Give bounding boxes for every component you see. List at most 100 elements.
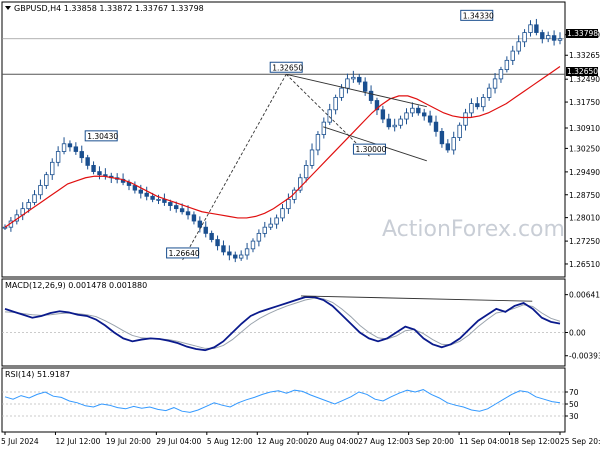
rsi-tick-label: 70: [569, 388, 579, 397]
price-tick-label: 1.28010: [569, 214, 600, 223]
candle-body: [380, 109, 386, 120]
price-label-box: [352, 143, 386, 155]
price-label: 1.34330: [463, 11, 494, 20]
candle-body: [61, 143, 67, 152]
candle-body: [315, 134, 321, 151]
candle-body: [392, 124, 397, 128]
candle-body: [557, 38, 563, 41]
candle-body: [534, 24, 539, 33]
time-tick-label: 20 Aug 04:00: [308, 437, 359, 446]
rsi-title: RSI(14) 51.9187: [5, 370, 70, 379]
candle-body: [498, 69, 504, 80]
macd-line: [4, 296, 561, 352]
price-panel: [1, 1, 566, 278]
candle-body: [445, 143, 451, 151]
macd-title: MACD(12,26,9) 0.001478 0.001880: [5, 281, 147, 290]
candle-body: [250, 240, 256, 250]
candle-body: [221, 245, 226, 253]
candle-body: [433, 121, 439, 132]
price-label-box: [166, 247, 200, 259]
candle-body: [481, 97, 486, 108]
time-tick-label: 11 Sep 04:00: [459, 437, 509, 446]
candle-body: [227, 251, 232, 256]
candle-body: [274, 217, 279, 225]
candle-body: [179, 208, 185, 213]
candle-body: [321, 121, 327, 135]
candle-body: [528, 24, 533, 33]
candle-body: [404, 112, 409, 120]
candle-body: [256, 232, 262, 242]
time-tick-label: 5 Jul 2024: [1, 437, 39, 446]
price-tick-label: 1.29490: [569, 168, 600, 177]
candle-body: [156, 198, 161, 201]
rsi-line: [4, 389, 561, 413]
candle-body: [475, 103, 480, 108]
level-tag-label: 1.32650: [567, 67, 598, 76]
candle-body: [244, 248, 250, 256]
price-tick-label: 1.27250: [569, 237, 600, 246]
candle-body: [374, 100, 380, 111]
candle-body: [191, 214, 197, 222]
candle-body: [91, 165, 96, 172]
time-tick-label: 27 Aug 12:00: [358, 437, 409, 446]
rsi-layer: [2, 389, 565, 417]
time-tick-label: 19 Jul 20:00: [106, 437, 151, 446]
macd-tick-label: -0.003938: [569, 352, 600, 361]
candle-body: [486, 87, 492, 98]
candle-body: [516, 41, 521, 52]
candle-body: [333, 97, 338, 111]
candle-body: [398, 118, 403, 126]
price-label: 1.32650: [272, 63, 303, 72]
candle-body: [522, 32, 527, 43]
price-label: 1.30000: [355, 145, 386, 154]
candle-body: [233, 254, 238, 259]
candle-body: [50, 161, 55, 176]
watermark: ActionForex.com: [382, 217, 565, 242]
candle-body: [280, 208, 285, 219]
rsi-tick-label: 30: [569, 412, 579, 421]
candle-body: [203, 226, 208, 234]
dropdown-triangle-icon[interactable]: [5, 6, 11, 10]
time-tick-label: 29 Jul 04:00: [156, 437, 201, 446]
chart-title: GBPUSD,H4 1.33858 1.33872 1.33767 1.3379…: [14, 4, 204, 13]
macd-panel: [1, 278, 566, 367]
macd-layer: [2, 295, 565, 352]
last-price-tag: [566, 29, 598, 38]
candle-body: [451, 137, 456, 151]
candle-body: [540, 32, 545, 40]
price-tick-label: 1.31750: [569, 98, 600, 107]
rsi-panel: [1, 367, 566, 433]
price-tick-label: 1.28750: [569, 191, 600, 200]
candle-body: [345, 78, 350, 89]
time-tick-label: 12 Aug 20:00: [257, 437, 308, 446]
candle-body: [357, 76, 362, 83]
candle-body: [79, 151, 84, 159]
candle-body: [174, 205, 179, 210]
candle-body: [144, 192, 149, 197]
candle-body: [339, 87, 344, 98]
price-tick-label: 1.30910: [569, 124, 600, 133]
candle-body: [268, 223, 273, 228]
candle-body: [67, 143, 73, 148]
candle-body: [197, 220, 203, 228]
candle-body: [215, 239, 220, 247]
candle-body: [168, 202, 173, 206]
time-tick-label: 25 Sep 20:00: [560, 437, 600, 446]
candle-body: [262, 226, 267, 234]
candle-body: [73, 146, 79, 152]
candle-body: [386, 118, 391, 128]
candle-body: [492, 78, 498, 89]
candle-body: [85, 157, 90, 166]
price-tick-label: 1.30250: [569, 144, 600, 153]
price-label-box: [84, 130, 118, 142]
moving-average-line: [4, 66, 561, 228]
trend-line: [286, 73, 427, 108]
candle-body: [368, 90, 374, 101]
price-tick-label: 1.32490: [569, 75, 600, 84]
candle-body: [2, 226, 8, 229]
candle-body: [469, 103, 474, 114]
candle-body: [427, 115, 433, 123]
candle-body: [55, 151, 61, 163]
candle-body: [416, 107, 421, 114]
candle-body: [362, 81, 368, 92]
